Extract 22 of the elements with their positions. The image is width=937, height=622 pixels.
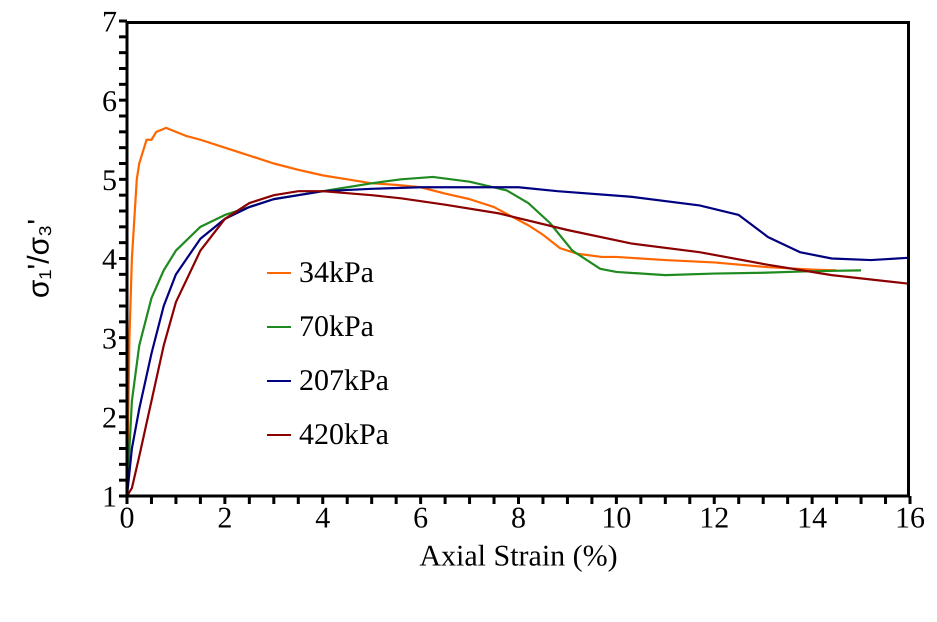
x-tick-label: 10 <box>601 501 632 534</box>
y-tick-label: 4 <box>102 243 117 276</box>
x-axis-title: Axial Strain (%) <box>419 539 618 572</box>
x-tick-label: 8 <box>511 501 526 534</box>
x-tick-label: 2 <box>217 501 232 534</box>
y-tick-label: 3 <box>102 322 117 356</box>
x-tick-label: 4 <box>315 501 330 534</box>
x-tick-label: 16 <box>895 501 925 534</box>
y-tick-label: 6 <box>102 84 117 118</box>
y-tick-label: 7 <box>102 6 117 39</box>
x-tick-label: 12 <box>699 501 730 534</box>
y-axis-title: σ₁'/σ₃' <box>22 218 56 298</box>
x-tick-label: 0 <box>120 501 134 534</box>
x-tick-label: 14 <box>797 501 828 534</box>
y-tick-label: 2 <box>102 401 117 434</box>
legend-label: 70kPa <box>299 309 374 345</box>
legend-label: 207kPa <box>299 363 389 399</box>
x-tick-label: 6 <box>413 501 428 534</box>
legend-label: 420kPa <box>299 417 389 453</box>
y-tick-label: 5 <box>102 164 117 197</box>
y-tick-label: 1 <box>102 480 117 514</box>
legend-label: 34kPa <box>299 255 374 291</box>
